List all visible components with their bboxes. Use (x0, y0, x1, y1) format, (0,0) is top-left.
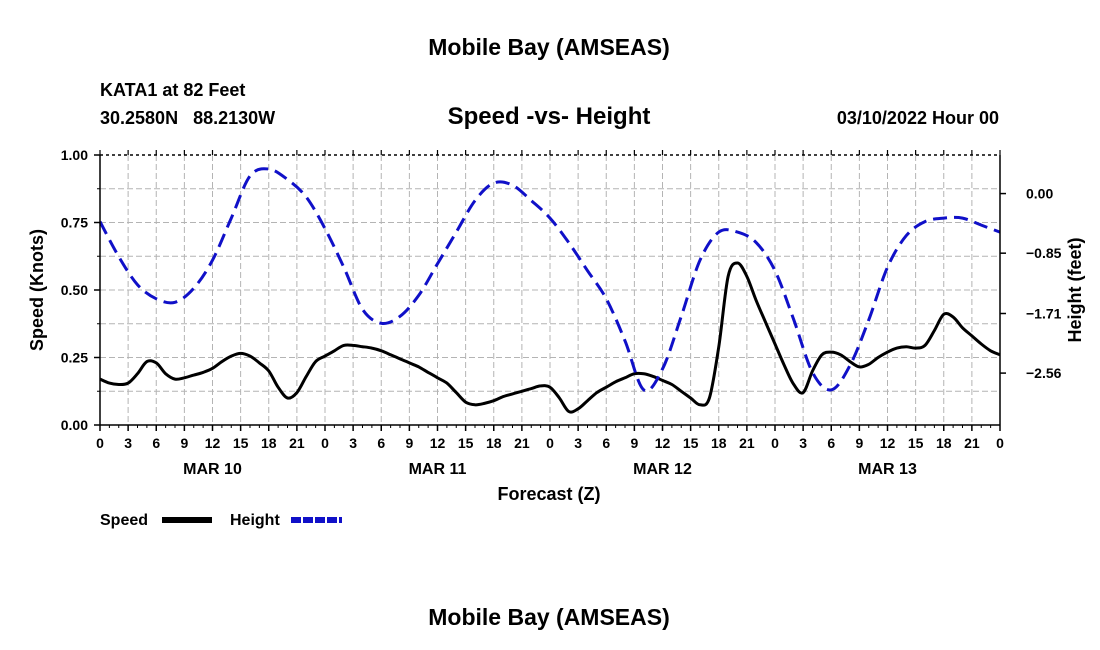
x-tick-label: 21 (289, 435, 305, 451)
x-day-label: MAR 12 (633, 461, 692, 478)
x-tick-label: 0 (546, 435, 554, 451)
y-tick-label: 0.25 (61, 350, 88, 366)
x-tick-label: 0 (321, 435, 329, 451)
series-line-speed (99, 261, 1001, 414)
forecast-datetime: 03/10/2022 Hour 00 (837, 108, 999, 128)
y-tick-label: 0.50 (61, 282, 88, 298)
x-tick-label: 18 (261, 435, 277, 451)
series-line-height (98, 167, 1001, 393)
x-tick-label: 18 (936, 435, 952, 451)
y-tick-label: 1.00 (61, 147, 88, 163)
y-tick-label: 0.00 (61, 417, 88, 433)
x-tick-label: 0 (996, 435, 1004, 451)
x-tick-label: 9 (405, 435, 413, 451)
x-tick-label: 12 (655, 435, 671, 451)
x-tick-label: 6 (152, 435, 160, 451)
x-tick-label: 15 (233, 435, 249, 451)
legend-speed-label: Speed (100, 512, 148, 529)
y2-tick-label: −1.71 (1026, 305, 1062, 321)
x-tick-label: 0 (96, 435, 104, 451)
x-tick-label: 6 (377, 435, 385, 451)
grid (100, 155, 1000, 425)
x-tick-label: 21 (964, 435, 980, 451)
x-tick-label: 3 (124, 435, 132, 451)
x-tick-label: 3 (574, 435, 582, 451)
x-tick-label: 21 (739, 435, 755, 451)
x-tick-label: 6 (602, 435, 610, 451)
x-tick-label: 3 (349, 435, 357, 451)
x-day-label: MAR 13 (858, 461, 917, 478)
y-tick-label: 0.75 (61, 215, 88, 231)
station-coords: 30.2580N 88.2130W (100, 108, 275, 128)
x-day-label: MAR 11 (409, 461, 467, 478)
station-name: KATA1 at 82 Feet (100, 80, 245, 100)
x-tick-label: 9 (180, 435, 188, 451)
y2-axis-title: Height (feet) (1065, 238, 1085, 343)
x-tick-label: 12 (205, 435, 221, 451)
x-tick-label: 18 (486, 435, 502, 451)
x-tick-label: 3 (799, 435, 807, 451)
x-tick-label: 0 (771, 435, 779, 451)
y2-tick-label: −0.85 (1026, 245, 1062, 261)
bottom-title: Mobile Bay (AMSEAS) (428, 604, 670, 630)
y2-tick-label: 0.00 (1026, 186, 1053, 202)
x-tick-label: 12 (430, 435, 446, 451)
top-title: Mobile Bay (AMSEAS) (428, 34, 670, 60)
x-tick-label: 15 (458, 435, 474, 451)
ticks: 0 3 6 9 12 15 18 21 0 3 6 9 12 15 18 21 0 3 6 9 12 15 18 21 0 3 6 9… (61, 147, 1062, 478)
x-tick-label: 15 (683, 435, 699, 451)
series-layer (98, 167, 1001, 414)
x-tick-label: 9 (855, 435, 863, 451)
x-tick-label: 18 (711, 435, 727, 451)
legend-height-label: Height (230, 512, 280, 529)
x-tick-label: 6 (827, 435, 835, 451)
x-tick-label: 15 (908, 435, 924, 451)
x-day-label: MAR 10 (183, 461, 242, 478)
chart-title: Speed -vs- Height (448, 103, 651, 130)
y2-tick-label: −2.56 (1026, 365, 1062, 381)
x-tick-label: 12 (880, 435, 896, 451)
x-tick-label: 21 (514, 435, 530, 451)
y-axis-title: Speed (Knots) (27, 229, 47, 351)
x-axis-title: Forecast (Z) (497, 484, 600, 504)
x-tick-label: 9 (630, 435, 638, 451)
